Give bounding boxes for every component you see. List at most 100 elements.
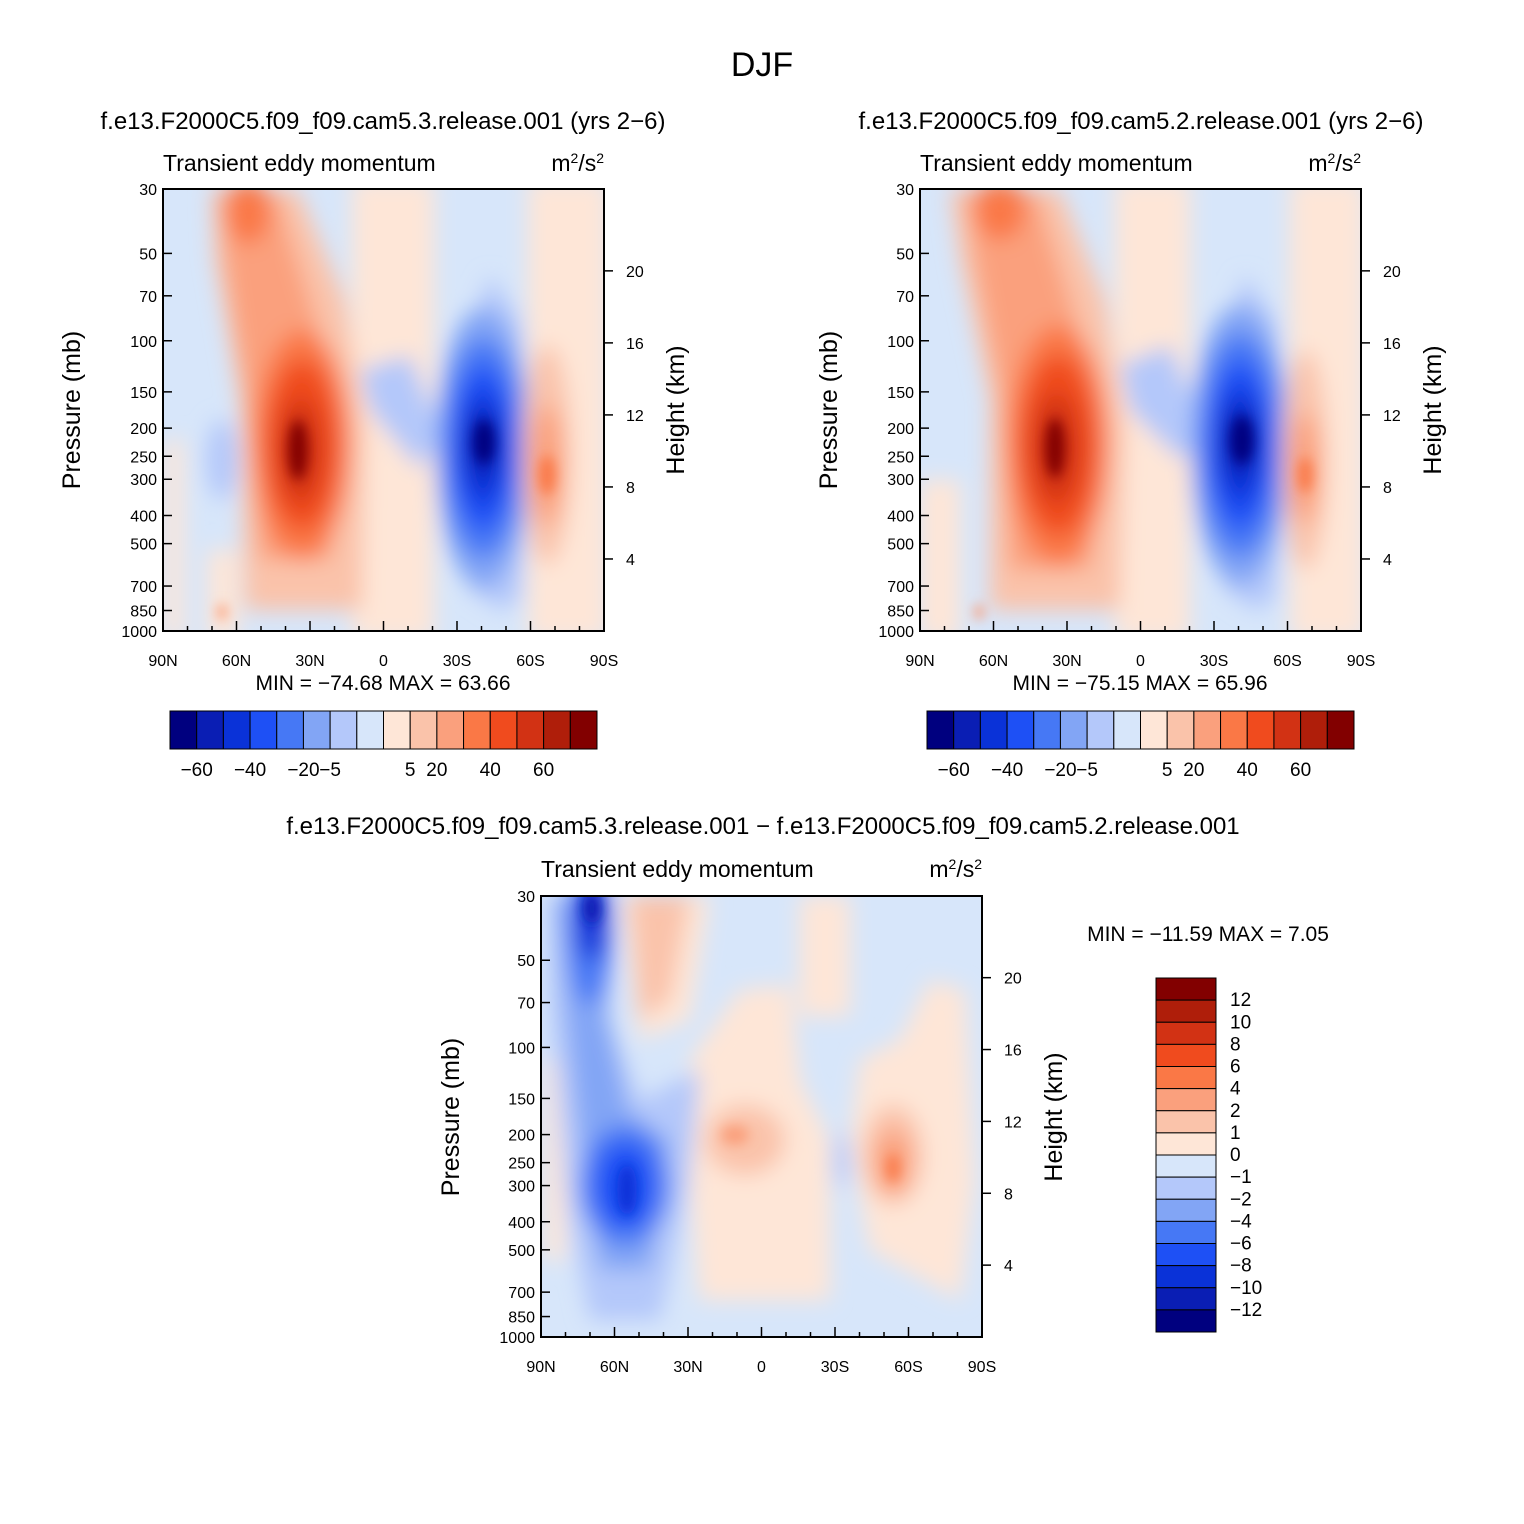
panel-units: m2/s2 <box>929 856 982 882</box>
colorbar-box <box>302 710 331 750</box>
colorbar-box <box>1155 1176 1217 1200</box>
colorbar-tick-label: 0 <box>1230 1145 1241 1166</box>
pressure-tick-label: 850 <box>130 604 157 621</box>
pressure-tick-label: 700 <box>130 579 157 596</box>
pressure-tick-label: 500 <box>130 537 157 554</box>
panel-title: f.e13.F2000C5.f09_f09.cam5.2.release.001… <box>858 108 1423 135</box>
lat-tick-label: 60S <box>1273 653 1301 670</box>
pressure-tick-label: 50 <box>139 246 157 263</box>
colorbar-box <box>1155 1287 1217 1311</box>
colorbar-box <box>1166 710 1195 750</box>
colorbar-box <box>979 710 1008 750</box>
colorbar-box <box>1155 1110 1217 1134</box>
colorbar-tick-label: 12 <box>1230 990 1251 1011</box>
pressure-tick-label: 400 <box>887 509 914 526</box>
polar-s-core <box>1298 457 1312 493</box>
colorbar-box <box>1326 710 1355 750</box>
colorbar-tick-label: −60 <box>181 760 213 781</box>
lat-tick-label: 60S <box>516 653 544 670</box>
colorbar-tick-label: 2 <box>1230 1101 1241 1122</box>
height-tick-label: 20 <box>626 264 644 281</box>
jet-n-core <box>1045 418 1065 478</box>
pressure-tick-label: 300 <box>887 472 914 489</box>
lat-tick-label: 30S <box>1200 653 1228 670</box>
warm-mid-core <box>721 1125 749 1145</box>
cold-upper-core <box>583 896 601 924</box>
colorbar-tick-label: −4 <box>1230 1211 1252 1232</box>
height-tick-label: 4 <box>1004 1258 1013 1275</box>
colorbar-box <box>1246 710 1275 750</box>
figure-title: DJF <box>731 46 793 84</box>
colorbar-box <box>516 710 545 750</box>
height-tick-label: 16 <box>1383 336 1401 353</box>
panel-variable: Transient eddy momentum <box>163 150 436 176</box>
panel-variable: Transient eddy momentum <box>920 150 1193 176</box>
ylabel-height: Height (km) <box>1040 1052 1068 1181</box>
colorbar-tick-label: 40 <box>480 760 501 781</box>
jet-s-core <box>1231 416 1253 464</box>
pressure-tick-label: 500 <box>508 1243 535 1260</box>
colorbar-box <box>1155 1021 1217 1045</box>
colorbar-box <box>569 710 598 750</box>
pressure-tick-label: 70 <box>139 289 157 306</box>
colorbar-box <box>1006 710 1035 750</box>
pressure-tick-label: 850 <box>887 604 914 621</box>
ylabel-height: Height (km) <box>662 345 690 474</box>
latitude-axis: 90N 60N 30N 0 30S 60S 90S <box>526 1327 996 1376</box>
lat-tick-label: 90N <box>905 653 934 670</box>
warm-strat-level-2 <box>630 896 690 1020</box>
lat-tick-label: 60N <box>600 1359 629 1376</box>
colorbar-box <box>196 710 224 750</box>
polar-s-core <box>539 455 555 495</box>
contour-field <box>541 896 982 1337</box>
height-tick-label: 12 <box>1383 408 1401 425</box>
height-tick-label: 4 <box>626 552 635 569</box>
warm-band-polar-north <box>920 480 960 631</box>
colorbar-tick-label: −10 <box>1230 1278 1262 1299</box>
contour-field <box>920 189 1361 631</box>
colorbar-box <box>1300 710 1328 750</box>
colorbar-box <box>1155 1154 1217 1178</box>
pressure-tick-label: 30 <box>517 889 535 906</box>
colorbar: −60 −40 −20 −5 5 20 40 60 <box>169 710 598 781</box>
height-tick-label: 16 <box>1004 1043 1022 1060</box>
colorbar-box <box>409 710 438 750</box>
colorbar-box <box>1155 1309 1217 1333</box>
height-tick-label: 20 <box>1004 971 1022 988</box>
colorbar-tick-label: −5 <box>319 760 341 781</box>
colorbar-tick-label: 4 <box>1230 1079 1241 1100</box>
smooth-layer <box>545 896 975 1320</box>
contour-field <box>163 189 604 631</box>
height-axis: 20 16 12 8 4 <box>604 264 644 569</box>
colorbar-box <box>1140 710 1168 750</box>
pressure-tick-label: 1000 <box>499 1330 535 1347</box>
strat-max-1 <box>226 189 270 244</box>
colorbar-box <box>1193 710 1222 750</box>
colorbar-tick-label: −12 <box>1230 1300 1262 1321</box>
pressure-tick-label: 300 <box>508 1179 535 1196</box>
colorbar-tick-label: 60 <box>1290 760 1311 781</box>
pressure-tick-label: 30 <box>139 182 157 199</box>
colorbar-tick-label: −8 <box>1230 1256 1252 1277</box>
colorbar-tick-label: 20 <box>426 760 447 781</box>
cold-patch-70n <box>206 420 238 500</box>
colorbar-tick-label: 6 <box>1230 1057 1241 1078</box>
pressure-tick-label: 250 <box>508 1156 535 1173</box>
core-layer <box>217 420 555 620</box>
colorbar-box <box>1155 1198 1217 1222</box>
pressure-tick-label: 100 <box>887 334 914 351</box>
colorbar-box <box>169 710 198 750</box>
core-layer <box>583 896 899 1216</box>
pressure-tick-label: 700 <box>887 579 914 596</box>
pressure-tick-label: 150 <box>887 385 914 402</box>
height-tick-label: 20 <box>1383 264 1401 281</box>
lat-tick-label: 0 <box>757 1359 766 1376</box>
lat-tick-label: 30N <box>295 653 324 670</box>
colorbar-tick-label: 1 <box>1230 1123 1241 1144</box>
colorbar-box <box>1059 710 1088 750</box>
lat-tick-label: 90S <box>968 1359 996 1376</box>
colorbar-box <box>953 710 981 750</box>
colorbar-tick-label: −20 <box>287 760 319 781</box>
colorbar-tick-label: 20 <box>1183 760 1204 781</box>
